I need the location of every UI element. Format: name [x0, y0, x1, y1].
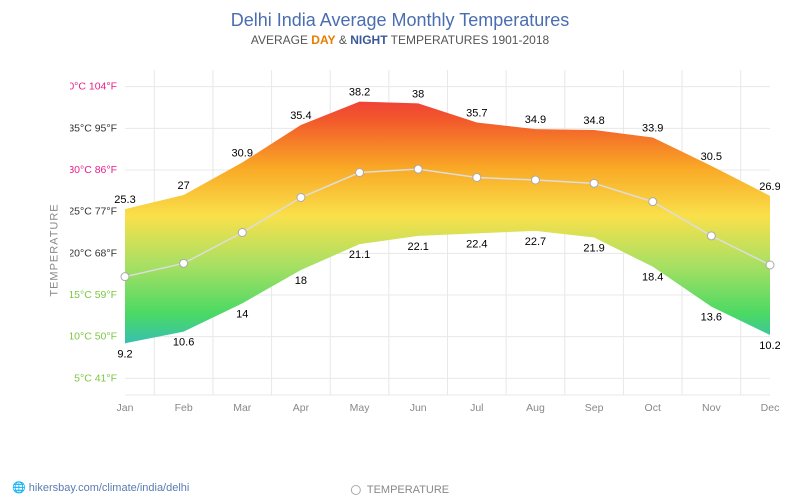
svg-text:38: 38 [412, 88, 424, 100]
svg-text:34.8: 34.8 [583, 115, 604, 127]
svg-text:18.4: 18.4 [642, 272, 663, 284]
svg-text:13.6: 13.6 [701, 312, 722, 324]
subtitle-night: NIGHT [350, 33, 387, 47]
svg-text:34.9: 34.9 [525, 114, 546, 126]
svg-text:38.2: 38.2 [349, 87, 370, 99]
svg-text:27: 27 [178, 180, 190, 192]
svg-text:20°C 68°F: 20°C 68°F [70, 247, 117, 259]
svg-text:21.9: 21.9 [583, 243, 604, 255]
svg-text:21.1: 21.1 [349, 249, 370, 261]
svg-text:22.1: 22.1 [407, 241, 428, 253]
svg-text:14: 14 [236, 308, 248, 320]
svg-text:15°C 59°F: 15°C 59°F [70, 289, 117, 301]
svg-text:Mar: Mar [233, 402, 252, 414]
subtitle-prefix: AVERAGE [251, 33, 311, 47]
svg-text:33.9: 33.9 [642, 123, 663, 135]
subtitle-suffix: TEMPERATURES 1901-2018 [388, 33, 550, 47]
svg-text:Jun: Jun [410, 402, 427, 414]
legend: TEMPERATURE [351, 484, 449, 496]
svg-text:35.7: 35.7 [466, 108, 487, 120]
svg-text:22.7: 22.7 [525, 236, 546, 248]
svg-text:Dec: Dec [761, 402, 780, 414]
svg-text:Jan: Jan [117, 402, 134, 414]
svg-text:5°C 41°F: 5°C 41°F [74, 372, 117, 384]
svg-text:40°C 104°F: 40°C 104°F [70, 81, 117, 93]
chart-title: Delhi India Average Monthly Temperatures [0, 0, 800, 31]
svg-text:25°C 77°F: 25°C 77°F [70, 206, 117, 218]
svg-text:Nov: Nov [702, 402, 721, 414]
svg-text:30.9: 30.9 [232, 148, 253, 160]
svg-text:Sep: Sep [585, 402, 604, 414]
svg-text:May: May [350, 402, 371, 414]
legend-label: TEMPERATURE [367, 484, 449, 496]
source-link[interactable]: 🌐 hikersbay.com/climate/india/delhi [12, 481, 189, 494]
svg-text:10°C 50°F: 10°C 50°F [70, 331, 117, 343]
svg-text:10.6: 10.6 [173, 337, 194, 349]
svg-text:26.9: 26.9 [759, 181, 780, 193]
y-axis-label: TEMPERATURE [49, 203, 61, 296]
chart-subtitle: AVERAGE DAY & NIGHT TEMPERATURES 1901-20… [0, 33, 800, 47]
svg-text:22.4: 22.4 [466, 238, 487, 250]
subtitle-day: DAY [311, 33, 335, 47]
svg-text:Aug: Aug [526, 402, 545, 414]
svg-text:10.2: 10.2 [759, 340, 780, 352]
svg-text:30.5: 30.5 [701, 151, 722, 163]
svg-text:Feb: Feb [175, 402, 193, 414]
svg-text:30°C 86°F: 30°C 86°F [70, 164, 117, 176]
temperature-chart: 5°C 41°F 10°C 50°F 15°C 59°F 20°C 68°F 25°C … [70, 60, 780, 440]
chart-area: 5°C 41°F 10°C 50°F 15°C 59°F 20°C 68°F 25°C … [70, 60, 780, 440]
svg-text:Jul: Jul [470, 402, 483, 414]
subtitle-amp: & [336, 33, 351, 47]
svg-text:35.4: 35.4 [290, 110, 311, 122]
svg-text:9.2: 9.2 [117, 348, 132, 360]
legend-marker-icon [351, 485, 361, 495]
svg-text:25.3: 25.3 [114, 194, 135, 206]
svg-text:18: 18 [295, 275, 307, 287]
svg-text:Oct: Oct [645, 402, 661, 414]
svg-text:Apr: Apr [293, 402, 310, 414]
svg-text:35°C 95°F: 35°C 95°F [70, 122, 117, 134]
